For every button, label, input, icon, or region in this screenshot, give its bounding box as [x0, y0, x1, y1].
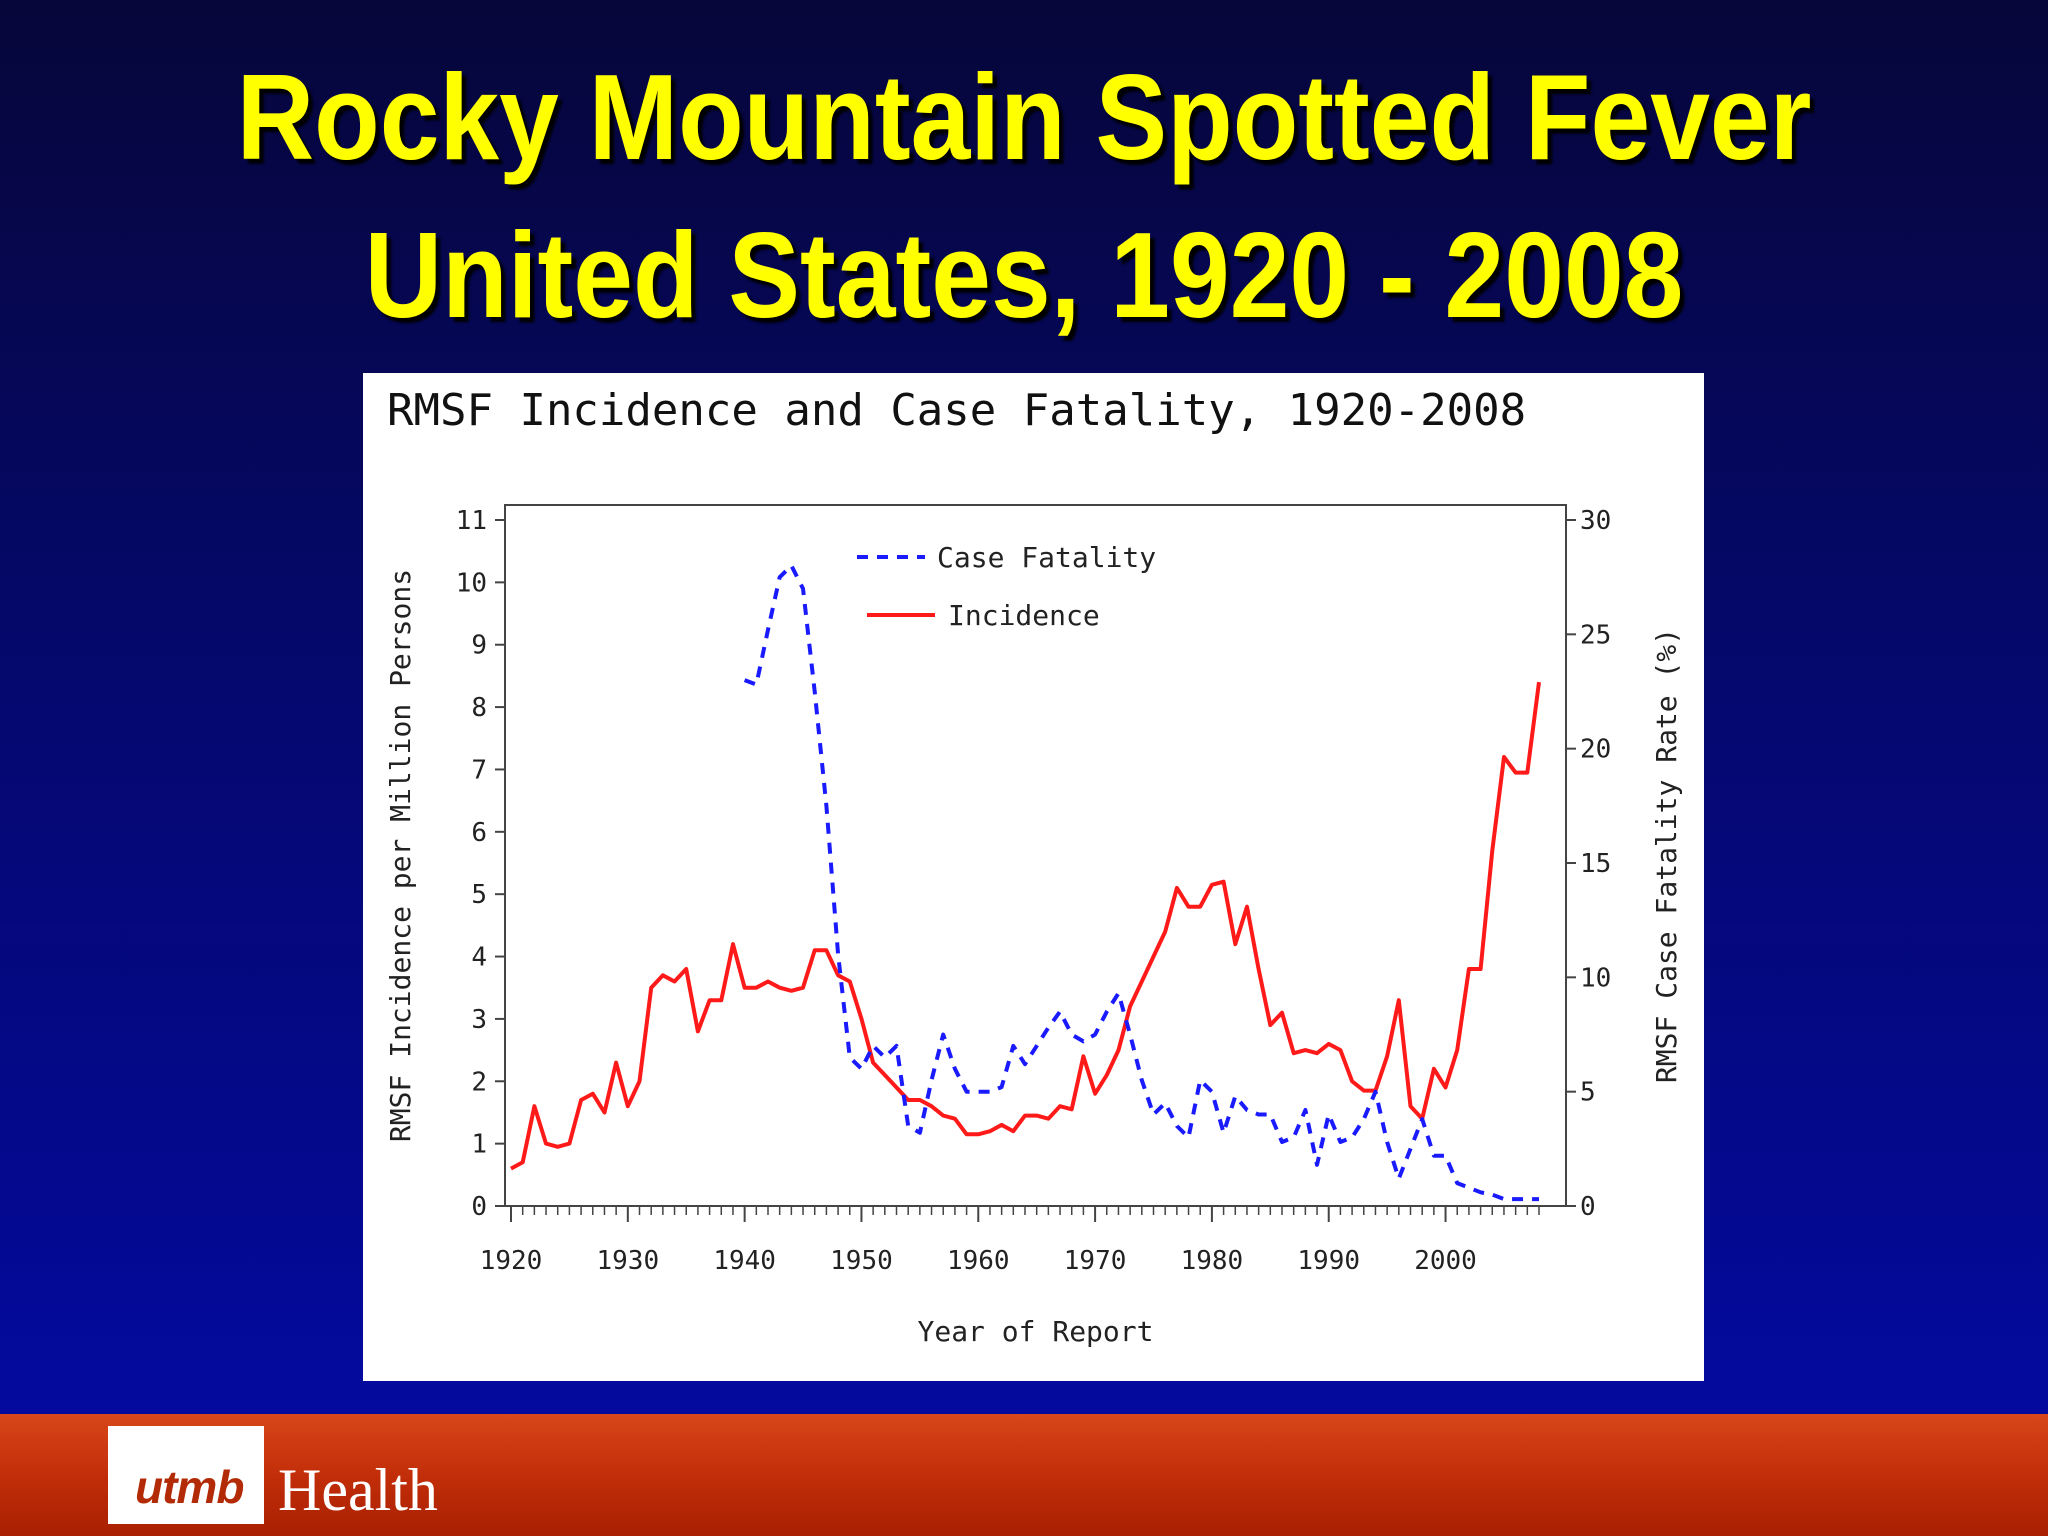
y2-tick-label: 10	[1580, 963, 1611, 993]
y-tick-label: 2	[471, 1067, 487, 1097]
x-tick-label: 1960	[947, 1246, 1010, 1276]
x-axis-label: Year of Report	[917, 1315, 1153, 1348]
legend-incidence-label: Incidence	[948, 599, 1100, 632]
y2-tick-label: 30	[1580, 506, 1611, 536]
x-tick-label: 1950	[830, 1246, 893, 1276]
y-tick-label: 0	[471, 1192, 487, 1222]
y-tick-label: 1	[471, 1130, 487, 1160]
y2-tick-label: 5	[1580, 1078, 1596, 1108]
legend-case-fatality-label: Case Fatality	[937, 541, 1156, 574]
incidence-line	[510, 681, 1541, 1171]
x-tick-label: 1930	[597, 1246, 660, 1276]
y-tick-label: 11	[456, 506, 487, 536]
chart-title: RMSF Incidence and Case Fatality, 1920-2…	[387, 385, 1526, 436]
x-tick-label: 2000	[1414, 1246, 1477, 1276]
x-tick-label: 1990	[1297, 1246, 1360, 1276]
y-tick-label: 6	[471, 818, 487, 848]
y-tick-label: 3	[471, 1005, 487, 1035]
slide-title-line1: Rocky Mountain Spotted Fever	[236, 49, 1812, 185]
x-tick-label: 1940	[713, 1246, 776, 1276]
y-tick-label: 10	[456, 568, 487, 598]
y2-tick-label: 25	[1580, 620, 1611, 650]
y-tick-label: 9	[471, 631, 487, 661]
plot-frame	[504, 504, 1567, 1207]
health-logo-text: Health	[278, 1457, 438, 1523]
y-tick-label: 7	[471, 755, 487, 785]
x-tick-label: 1920	[480, 1246, 543, 1276]
case-fatality-line	[743, 563, 1539, 1202]
footer-bar	[0, 1414, 2048, 1536]
y-tick-label: 5	[471, 880, 487, 910]
utmb-logo-box	[108, 1426, 264, 1524]
y2-tick-label: 15	[1580, 849, 1611, 879]
slide-title: Rocky Mountain Spotted Fever United Stat…	[123, 38, 1925, 354]
y-tick-label: 8	[471, 693, 487, 723]
y-axis-label: RMSF Incidence per Million Persons	[384, 569, 417, 1142]
y2-tick-label: 20	[1580, 735, 1611, 765]
chart-panel: RMSF Incidence and Case Fatality, 1920-2…	[363, 373, 1704, 1381]
x-tick-label: 1970	[1064, 1246, 1127, 1276]
y-tick-label: 4	[471, 943, 487, 973]
utmb-logo-text: utmb	[135, 1461, 244, 1513]
rmsf-chart: RMSF Incidence and Case Fatality, 1920-2…	[384, 385, 1683, 1348]
y2-tick-label: 0	[1580, 1192, 1596, 1222]
y2-axis-label: RMSF Case Fatality Rate (%)	[1650, 628, 1683, 1083]
slide-title-line2: United States, 1920 - 2008	[364, 207, 1684, 343]
x-tick-label: 1980	[1181, 1246, 1244, 1276]
